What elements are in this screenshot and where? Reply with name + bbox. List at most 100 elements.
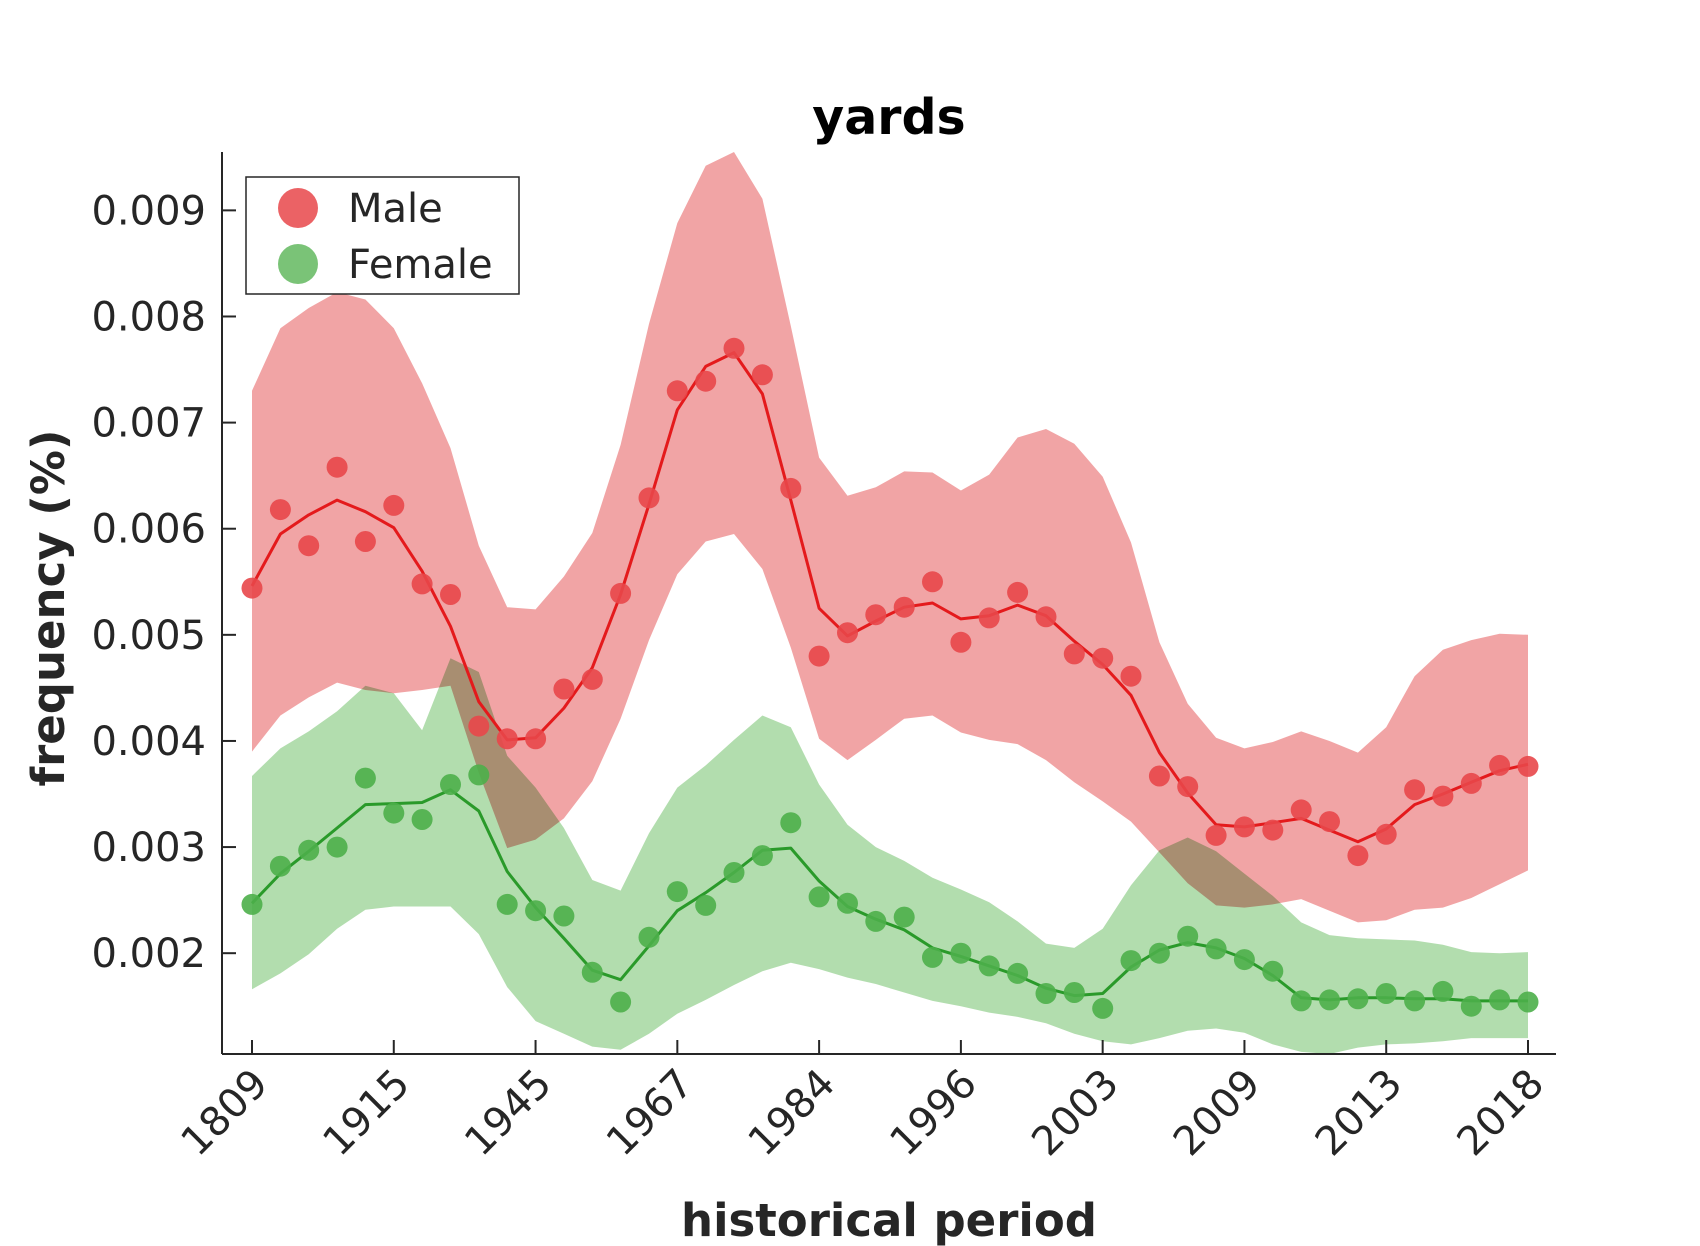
point-male — [638, 487, 660, 509]
point-male — [865, 604, 887, 626]
point-male — [1404, 779, 1426, 801]
point-female — [1092, 997, 1114, 1019]
legend-marker-female — [278, 244, 318, 284]
point-female — [666, 881, 688, 903]
point-male — [1347, 845, 1369, 867]
point-male — [610, 582, 632, 604]
y-tick-label: 0.007 — [91, 401, 206, 447]
point-male — [695, 370, 717, 392]
trend-line-male — [250, 351, 1529, 844]
point-male — [440, 584, 461, 605]
y-axis-title: frequency (%) — [22, 430, 75, 787]
point-female — [1120, 950, 1142, 972]
point-female — [1205, 938, 1227, 960]
point-male — [780, 477, 802, 499]
point-male — [468, 715, 490, 737]
legend-label-female: Female — [348, 242, 493, 288]
point-male — [666, 380, 688, 402]
point-female — [1148, 942, 1170, 964]
point-male — [1148, 765, 1170, 787]
point-female — [1233, 949, 1255, 971]
point-male — [1290, 799, 1312, 821]
x-axis-title: historical period — [681, 1194, 1097, 1246]
point-female — [837, 892, 858, 914]
point-male — [1120, 665, 1142, 687]
point-male — [411, 573, 433, 595]
point-female — [638, 926, 660, 948]
point-male — [1177, 776, 1199, 798]
point-male — [553, 678, 575, 700]
point-female — [468, 764, 490, 786]
point-male — [1262, 819, 1284, 841]
band-male — [252, 152, 1528, 923]
point-male — [496, 728, 518, 750]
point-male — [1007, 581, 1029, 603]
axes — [221, 152, 1556, 1055]
legend-marker-male — [278, 188, 318, 228]
y-tick-label: 0.006 — [91, 507, 206, 553]
data-points — [241, 337, 1539, 1019]
point-female — [780, 812, 802, 834]
point-male — [837, 622, 858, 644]
point-male — [269, 499, 291, 521]
point-female — [1262, 960, 1284, 982]
point-male — [326, 456, 348, 478]
point-female — [950, 942, 972, 964]
point-female — [1319, 989, 1340, 1011]
point-male — [241, 577, 263, 599]
point-male — [1092, 647, 1114, 669]
point-male — [1233, 816, 1255, 838]
point-female — [411, 809, 433, 830]
point-male — [751, 364, 773, 386]
point-male — [354, 531, 376, 552]
point-female — [1517, 991, 1539, 1013]
point-female — [978, 955, 1000, 977]
point-male — [1460, 772, 1482, 794]
point-male — [978, 607, 1000, 629]
point-female — [1347, 988, 1369, 1010]
point-male — [922, 571, 943, 593]
point-male — [525, 728, 547, 750]
point-female — [922, 946, 943, 968]
y-tick-label: 0.005 — [91, 613, 206, 659]
point-male — [1432, 785, 1454, 807]
point-female — [269, 855, 291, 877]
trend-lines — [250, 351, 1529, 1003]
point-female — [354, 767, 376, 789]
point-female — [1489, 989, 1511, 1011]
point-female — [298, 839, 320, 861]
point-male — [298, 535, 320, 557]
point-female — [1460, 995, 1482, 1017]
point-female — [1063, 982, 1085, 1003]
point-male — [1205, 824, 1227, 846]
y-tick-label: 0.002 — [91, 931, 206, 977]
point-female — [1035, 983, 1057, 1004]
point-male — [1319, 811, 1340, 833]
point-female — [893, 906, 915, 928]
y-tick-label: 0.008 — [91, 294, 206, 340]
point-female — [1007, 962, 1029, 984]
point-male — [893, 596, 915, 618]
point-male — [383, 494, 405, 516]
point-female — [440, 774, 461, 795]
point-male — [723, 337, 745, 359]
point-male — [1063, 643, 1085, 665]
point-female — [751, 845, 773, 867]
point-male — [1035, 606, 1057, 628]
point-female — [1375, 983, 1397, 1004]
point-male — [950, 631, 972, 653]
point-female — [326, 836, 348, 858]
point-female — [581, 961, 603, 983]
point-female — [496, 893, 518, 915]
y-ticks: 0.002 0.003 0.004 0.005 0.006 0.007 0.008 0.009 — [91, 188, 236, 977]
y-tick-label: 0.004 — [91, 719, 206, 765]
point-male — [1517, 755, 1539, 777]
point-female — [723, 862, 745, 883]
point-female — [553, 905, 575, 927]
point-female — [1432, 980, 1454, 1002]
y-tick-label: 0.009 — [91, 188, 206, 234]
point-male — [581, 668, 603, 690]
point-male — [808, 645, 830, 667]
point-female — [808, 886, 830, 908]
